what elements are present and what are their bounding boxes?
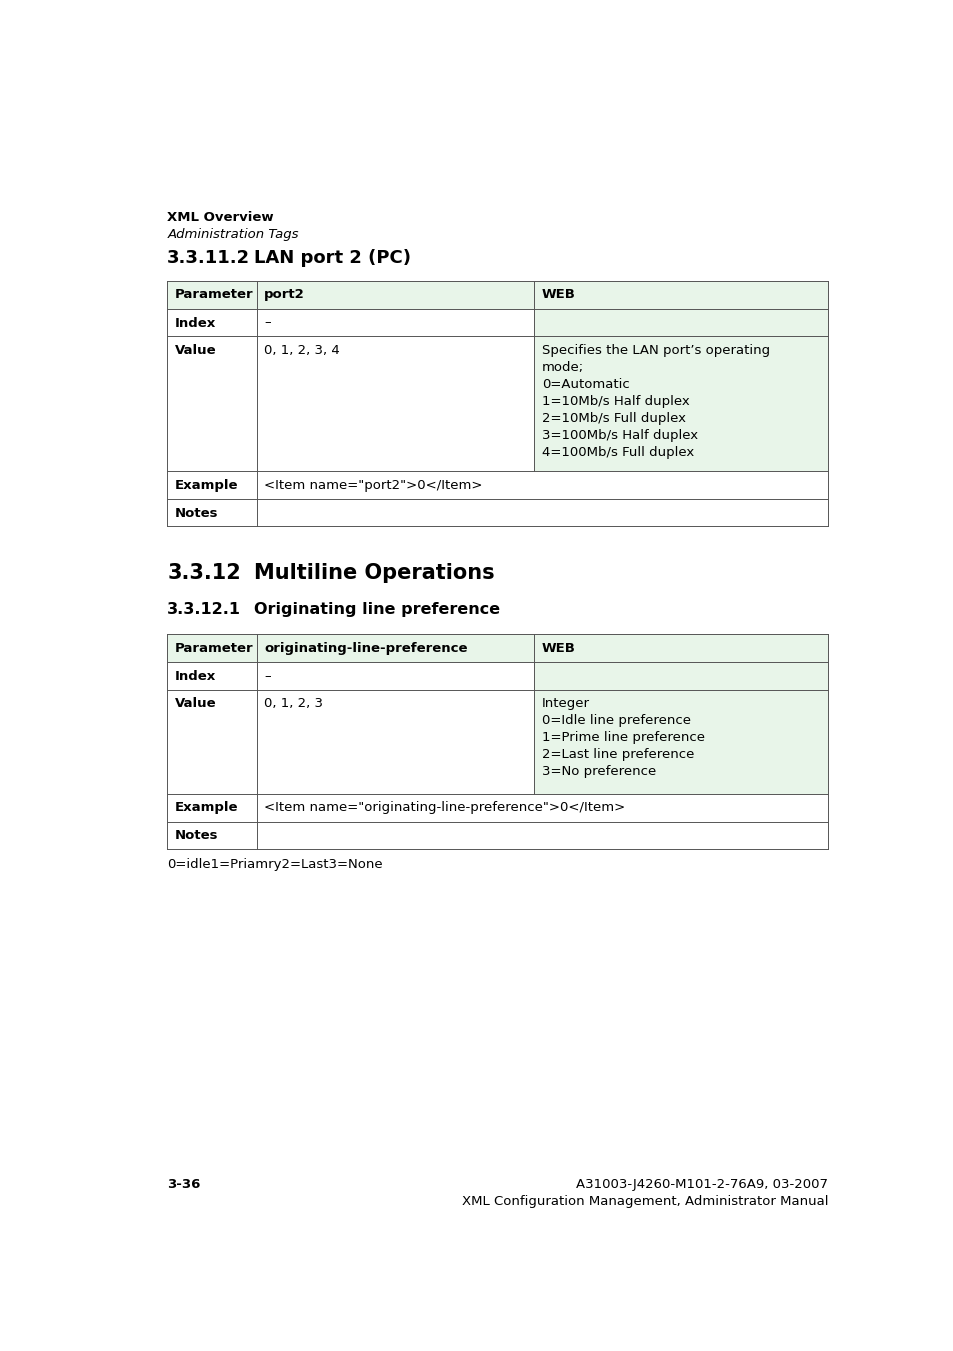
Text: Parameter: Parameter [174,288,253,301]
Text: Parameter: Parameter [174,642,253,655]
Text: port2: port2 [264,288,305,301]
Text: XML Configuration Management, Administrator Manual: XML Configuration Management, Administra… [461,1194,827,1208]
Text: Example: Example [174,478,238,492]
Text: Notes: Notes [174,830,218,842]
Text: 0, 1, 2, 3: 0, 1, 2, 3 [264,697,323,711]
Text: Administration Tags: Administration Tags [167,228,298,242]
Text: 3.3.12: 3.3.12 [167,563,241,584]
Text: 3.3.11.2: 3.3.11.2 [167,249,250,267]
Text: –: – [264,316,271,330]
Text: Notes: Notes [174,507,218,520]
Text: Index: Index [174,316,216,330]
Text: Example: Example [174,801,238,815]
Text: Integer
0=Idle line preference
1=Prime line preference
2=Last line preference
3=: Integer 0=Idle line preference 1=Prime l… [541,697,704,778]
Text: XML Overview: XML Overview [167,211,274,224]
Text: originating-line-preference: originating-line-preference [264,642,467,655]
Bar [534,662,827,689]
Text: <Item name="originating-line-preference">0</Item>: <Item name="originating-line-preference"… [264,801,625,815]
Text: Value: Value [174,345,216,357]
Bar [534,689,827,793]
Text: 0, 1, 2, 3, 4: 0, 1, 2, 3, 4 [264,345,339,357]
Text: Multiline Operations: Multiline Operations [253,563,495,584]
Bar [167,634,827,662]
Text: WEB: WEB [541,288,576,301]
Text: Index: Index [174,670,216,684]
Bar [534,336,827,471]
Bar [534,309,827,336]
Text: 3.3.12.1: 3.3.12.1 [167,601,241,617]
Bar [167,281,827,309]
Text: A31003-J4260-M101-2-76A9, 03-2007: A31003-J4260-M101-2-76A9, 03-2007 [576,1178,827,1190]
Text: LAN port 2 (PC): LAN port 2 (PC) [253,249,411,267]
Text: WEB: WEB [541,642,576,655]
Text: Value: Value [174,697,216,711]
Text: 3-36: 3-36 [167,1178,200,1190]
Text: <Item name="port2">0</Item>: <Item name="port2">0</Item> [264,478,482,492]
Text: –: – [264,670,271,684]
Text: Originating line preference: Originating line preference [253,601,499,617]
Text: Specifies the LAN port’s operating
mode;
0=Automatic
1=10Mb/s Half duplex
2=10Mb: Specifies the LAN port’s operating mode;… [541,345,769,459]
Text: 0=idle1=Priamry2=Last3=None: 0=idle1=Priamry2=Last3=None [167,858,382,871]
